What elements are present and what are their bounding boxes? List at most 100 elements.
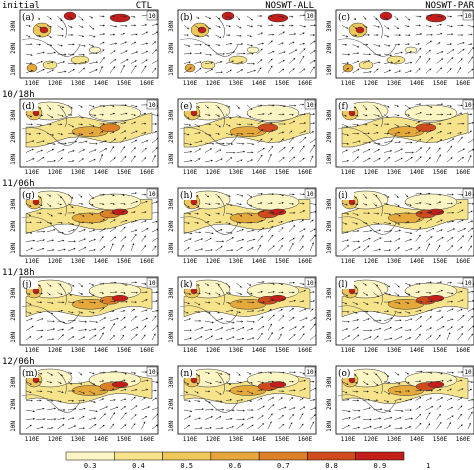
lon-tick-label: 110E bbox=[183, 436, 198, 443]
lon-tick-label: 150E bbox=[433, 436, 448, 443]
lat-tick-label: 30N bbox=[326, 377, 333, 388]
lon-tick-label: 110E bbox=[341, 258, 356, 265]
lon-tick-label: 110E bbox=[183, 80, 198, 87]
lon-tick-label: 120E bbox=[206, 80, 221, 87]
panel-letter: (o) bbox=[338, 368, 350, 379]
lon-tick-label: 110E bbox=[341, 169, 356, 176]
lat-tick-label: 10N bbox=[326, 332, 333, 343]
colorbar-swatch bbox=[114, 451, 163, 461]
panel-letter: (h) bbox=[180, 190, 193, 201]
lon-tick-label: 150E bbox=[117, 169, 132, 176]
colorbar-label: 0.6 bbox=[229, 462, 242, 470]
lon-tick-label: 150E bbox=[117, 347, 132, 354]
map-panel: (k) 10 10N 20N 30N 110E 120E 130E 140E 150E 160E bbox=[168, 276, 317, 354]
lat-tick-label: 30N bbox=[168, 199, 175, 210]
lat-tick-label: 20N bbox=[168, 310, 175, 321]
lon-tick-label: 130E bbox=[387, 80, 402, 87]
lat-tick-label: 20N bbox=[326, 221, 333, 232]
lat-tick-label: 30N bbox=[10, 110, 17, 121]
lon-tick-label: 140E bbox=[94, 436, 109, 443]
lat-tick-label: 20N bbox=[10, 399, 17, 410]
lon-tick-label: 110E bbox=[341, 80, 356, 87]
vector-reference-label: 10 bbox=[464, 369, 472, 376]
colorbar-swatch bbox=[162, 451, 212, 461]
lon-tick-label: 130E bbox=[229, 258, 244, 265]
lon-tick-label: 160E bbox=[298, 169, 313, 176]
panel-letter: (b) bbox=[180, 12, 193, 23]
colorbar-label: 0.4 bbox=[132, 462, 145, 470]
panel-letter: (l) bbox=[338, 279, 348, 290]
panel-letter: (f) bbox=[338, 101, 348, 112]
lon-tick-label: 160E bbox=[456, 80, 471, 87]
lat-tick-label: 20N bbox=[326, 43, 333, 54]
column-title-noswt-par: NOSWT-PAR bbox=[425, 1, 474, 11]
panel-letter: (e) bbox=[180, 101, 192, 112]
panel-letter: (i) bbox=[338, 190, 348, 201]
lon-tick-label: 130E bbox=[387, 436, 402, 443]
lon-tick-label: 150E bbox=[275, 436, 290, 443]
colorbar-swatch bbox=[307, 451, 356, 461]
lon-tick-label: 130E bbox=[229, 347, 244, 354]
vector-reference-label: 10 bbox=[148, 369, 156, 376]
lon-tick-label: 130E bbox=[71, 347, 86, 354]
lon-tick-label: 140E bbox=[252, 169, 267, 176]
colorbar-label: 0.8 bbox=[325, 462, 338, 470]
column-title-ctl: CTL bbox=[136, 1, 152, 11]
lon-tick-label: 160E bbox=[456, 169, 471, 176]
lon-tick-label: 160E bbox=[140, 258, 155, 265]
lon-tick-label: 120E bbox=[206, 347, 221, 354]
vector-reference-label: 10 bbox=[306, 102, 314, 109]
lon-tick-label: 140E bbox=[410, 80, 425, 87]
lon-tick-label: 140E bbox=[252, 80, 267, 87]
lat-tick-label: 20N bbox=[326, 132, 333, 143]
lat-tick-label: 30N bbox=[326, 21, 333, 32]
lon-tick-label: 110E bbox=[25, 258, 40, 265]
lat-tick-label: 10N bbox=[168, 421, 175, 432]
panel-letter: (d) bbox=[22, 101, 35, 112]
lon-tick-label: 160E bbox=[456, 347, 471, 354]
lon-tick-label: 140E bbox=[94, 347, 109, 354]
lon-tick-label: 150E bbox=[275, 80, 290, 87]
lon-tick-label: 130E bbox=[387, 258, 402, 265]
lon-tick-label: 130E bbox=[71, 258, 86, 265]
column-title-noswt-all: NOSWT-ALL bbox=[265, 1, 314, 11]
lat-tick-label: 10N bbox=[10, 243, 17, 254]
vector-reference-label: 10 bbox=[464, 280, 472, 287]
lon-tick-label: 120E bbox=[206, 258, 221, 265]
lat-tick-label: 10N bbox=[168, 332, 175, 343]
lat-tick-label: 20N bbox=[10, 132, 17, 143]
lon-tick-label: 150E bbox=[275, 347, 290, 354]
colorbar-label: 1 bbox=[426, 462, 430, 470]
lat-tick-label: 30N bbox=[326, 110, 333, 121]
colorbar-label: 0.7 bbox=[277, 462, 290, 470]
lon-tick-label: 140E bbox=[94, 169, 109, 176]
lon-tick-label: 110E bbox=[25, 347, 40, 354]
lon-tick-label: 160E bbox=[140, 436, 155, 443]
map-panel: (b) 10 10N 20N 30N 110E 120E 130E 140E 150E 160E bbox=[168, 9, 317, 87]
lon-tick-label: 120E bbox=[364, 258, 379, 265]
map-panel: (a) 10 10N 20N 30N 110E 120E 130E 140E 150E 160E bbox=[10, 9, 159, 87]
row-label-11-18h: 11/18h bbox=[2, 268, 35, 278]
lon-tick-label: 150E bbox=[433, 80, 448, 87]
map-panel: (j) 10 10N 20N 30N 110E 120E 130E 140E 150E 160E bbox=[10, 276, 159, 354]
lat-tick-label: 20N bbox=[10, 221, 17, 232]
colorbar-label: 0.5 bbox=[180, 462, 193, 470]
lon-tick-label: 140E bbox=[252, 347, 267, 354]
row-label-initial: initial bbox=[2, 1, 40, 11]
lon-tick-label: 140E bbox=[252, 436, 267, 443]
panel-letter: (j) bbox=[22, 279, 32, 290]
lon-tick-label: 110E bbox=[341, 347, 356, 354]
lat-tick-label: 10N bbox=[168, 154, 175, 165]
colorbar: 0.3 0.4 0.5 0.6 0.7 0.8 0.9 1 bbox=[65, 451, 430, 470]
lon-tick-label: 150E bbox=[433, 258, 448, 265]
map-panel: (h) 10 10N 20N 30N 110E 120E 130E 140E 150E 160E bbox=[168, 187, 317, 265]
lon-tick-label: 150E bbox=[117, 258, 132, 265]
lon-tick-label: 160E bbox=[456, 436, 471, 443]
lat-tick-label: 20N bbox=[10, 43, 17, 54]
lon-tick-label: 160E bbox=[298, 80, 313, 87]
lon-tick-label: 110E bbox=[25, 80, 40, 87]
lon-tick-label: 120E bbox=[206, 169, 221, 176]
vector-reference-label: 10 bbox=[464, 102, 472, 109]
